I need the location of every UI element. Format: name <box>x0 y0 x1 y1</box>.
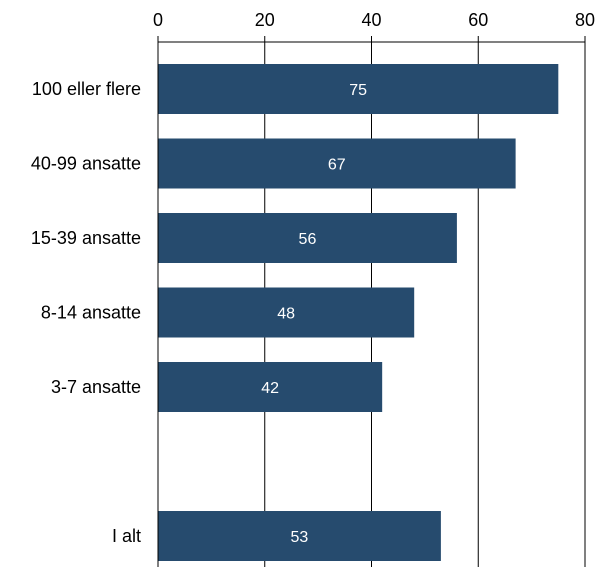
x-tick-label: 60 <box>468 10 488 30</box>
category-label: 15-39 ansatte <box>31 228 141 248</box>
bar-value-label: 67 <box>328 157 346 174</box>
bar-value-label: 56 <box>299 231 317 248</box>
x-tick-label: 0 <box>153 10 163 30</box>
bar <box>158 138 516 189</box>
bar <box>158 362 383 412</box>
category-label: 8-14 ansatte <box>41 303 141 323</box>
bar-value-label: 53 <box>291 529 309 546</box>
bar-value-label: 48 <box>277 306 295 323</box>
x-tick-label: 20 <box>255 10 275 30</box>
category-label: 100 eller flere <box>32 79 141 99</box>
category-label: I alt <box>112 526 141 546</box>
bar-value-label: 75 <box>349 82 367 99</box>
x-tick-label: 40 <box>361 10 381 30</box>
x-tick-label: 80 <box>575 10 595 30</box>
category-label: 3-7 ansatte <box>51 377 141 397</box>
bar <box>158 213 457 263</box>
bar <box>158 64 559 114</box>
category-label: 40-99 ansatte <box>31 154 141 174</box>
bar-value-label: 42 <box>261 380 279 397</box>
bar <box>158 511 441 561</box>
bar <box>158 287 415 338</box>
